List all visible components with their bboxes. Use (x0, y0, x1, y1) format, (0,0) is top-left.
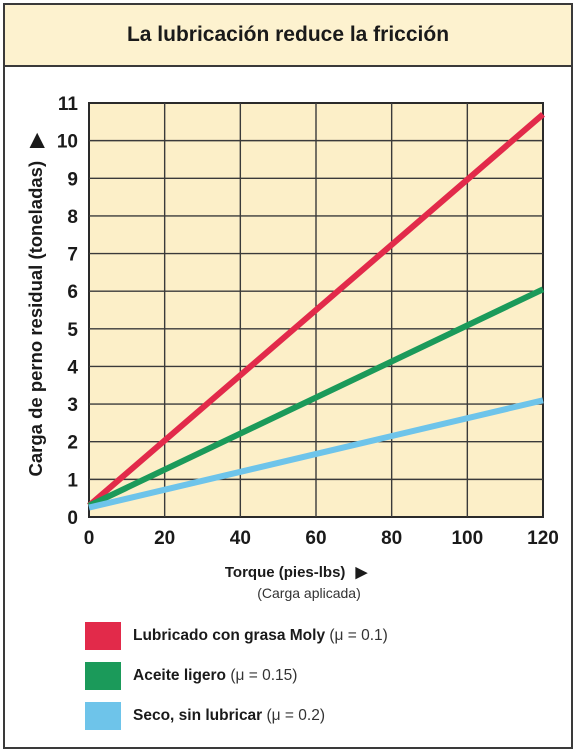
x-tick-label: 40 (230, 528, 251, 549)
y-tick-label: 5 (67, 320, 78, 341)
y-tick-label: 6 (67, 282, 78, 303)
x-tick-label: 60 (305, 528, 326, 549)
legend-swatch (85, 702, 121, 730)
legend-item: Aceite ligero (μ = 0.15) (85, 656, 388, 696)
legend-param: (μ = 0.2) (262, 707, 325, 724)
y-tick-label: 7 (67, 245, 78, 266)
y-axis-label-text: Carga de perno residual (toneladas) (25, 161, 46, 477)
x-tick-labels: 0 20 40 60 80 100 120 (84, 528, 559, 549)
series-line (87, 286, 545, 509)
y-tick-label: 8 (67, 207, 78, 228)
x-tick-label: 100 (451, 528, 483, 549)
grid (89, 103, 543, 517)
series-line (88, 397, 544, 511)
series-line (87, 112, 545, 508)
y-tick-label: 3 (67, 395, 78, 416)
y-axis-label: Carga de perno residual (toneladas) ▶ (25, 132, 46, 477)
y-tick-labels: 0 1 2 3 4 5 6 7 8 9 10 11 (57, 94, 79, 529)
legend-item: Lubricado con grasa Moly (μ = 0.1) (85, 616, 388, 656)
y-tick-label: 0 (67, 508, 78, 529)
x-axis-label-text: Torque (pies-lbs) (225, 564, 346, 581)
y-tick-label: 9 (67, 169, 78, 190)
x-tick-label: 20 (154, 528, 175, 549)
y-tick-label: 11 (58, 94, 79, 115)
y-tick-label: 4 (67, 357, 78, 378)
legend-swatch (85, 662, 121, 690)
legend: Lubricado con grasa Moly (μ = 0.1) Aceit… (85, 616, 388, 736)
legend-item: Seco, sin lubricar (μ = 0.2) (85, 696, 388, 736)
y-axis-arrow-icon: ▶ (25, 132, 46, 149)
legend-label: Lubricado con grasa Moly (133, 627, 326, 644)
x-tick-label: 0 (84, 528, 95, 549)
chart-title: La lubricación reduce la fricción (126, 23, 450, 46)
y-tick-label: 10 (57, 132, 78, 153)
legend-param: (μ = 0.1) (325, 627, 388, 644)
x-axis-sublabel: (Carga aplicada) (257, 585, 361, 601)
x-axis-arrow-icon: ▶ (355, 564, 369, 581)
legend-param: (μ = 0.15) (226, 667, 298, 684)
title-bar: La lubricación reduce la fricción (5, 5, 571, 67)
y-tick-label: 2 (67, 433, 78, 454)
legend-label: Aceite ligero (133, 667, 227, 684)
x-tick-label: 80 (381, 528, 402, 549)
y-tick-label: 1 (67, 470, 78, 491)
legend-label: Seco, sin lubricar (133, 707, 263, 724)
x-tick-label: 120 (527, 528, 559, 549)
legend-swatch (85, 622, 121, 650)
series-lines (87, 112, 545, 511)
x-axis-label: Torque (pies-lbs) ▶ (225, 564, 369, 581)
